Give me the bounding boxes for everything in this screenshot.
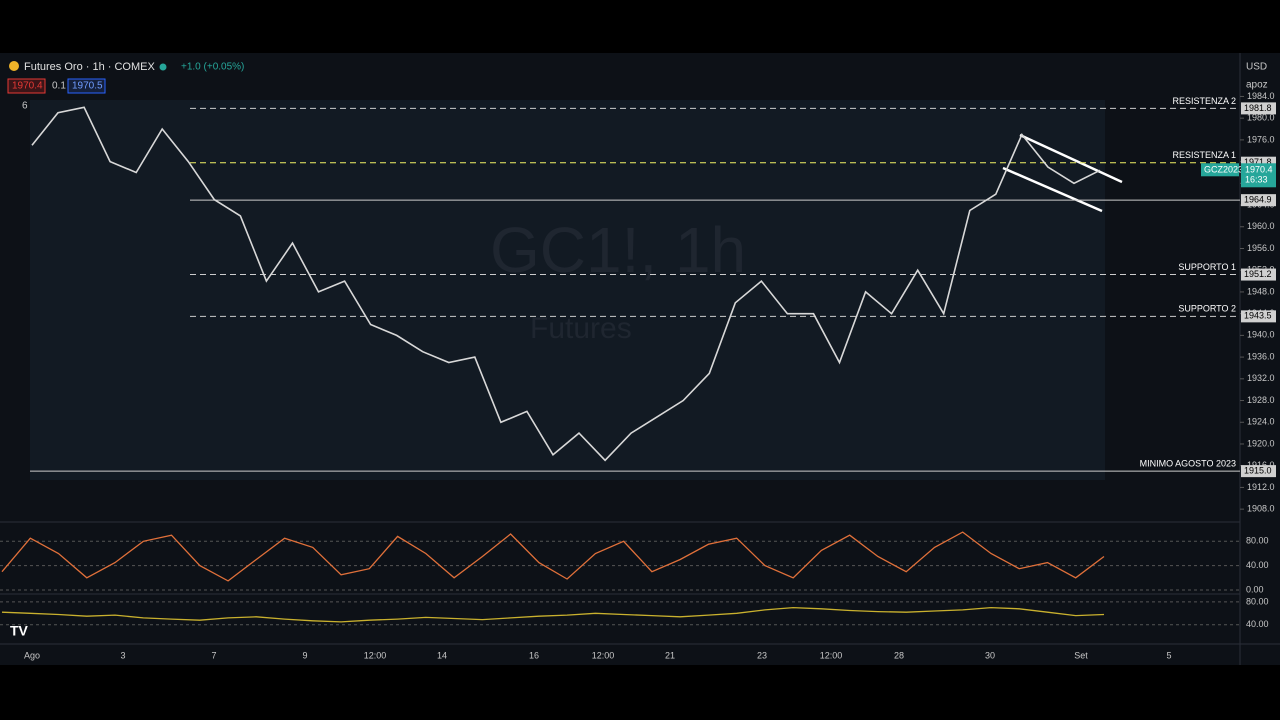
spread: 0.1 [52,81,66,92]
ask: 1970.5 [72,81,103,92]
y-tick-label: 1916.0 [1247,460,1275,470]
x-tick-label: 23 [757,650,767,660]
level-value: 1964.9 [1244,195,1272,205]
last-symbol: GCZ2023 [1204,165,1243,175]
bid: 1970.4 [12,81,43,92]
watermark-symbol: GC1!, 1h [490,214,746,286]
x-tick-label: 5 [1166,650,1171,660]
ask-box[interactable] [67,78,106,94]
x-tick-label: 16 [529,650,539,660]
level-tag [1241,268,1276,281]
profile-zone [30,100,1105,480]
status-dot [159,63,167,71]
channel-line [1019,133,1123,184]
x-tick-label: 12:00 [364,650,387,660]
y-tick-label: 1956.0 [1247,243,1275,253]
x-tick-label: 28 [894,650,904,660]
y-tick-label: 1936.0 [1247,351,1275,361]
level-tag [1241,465,1276,478]
last-price-tag [1241,163,1276,188]
level-tag [1241,310,1276,323]
level-tag [1241,102,1276,115]
x-tick-label: 12:00 [592,650,615,660]
y-tick-label: 1976.0 [1247,134,1275,144]
x-tick-label: 21 [665,650,675,660]
y-tick-label: 1984.0 [1247,91,1275,101]
level-name: RESISTENZA 1 [1172,150,1236,160]
watermark-name: Futures [530,312,632,345]
symbol-icon [9,61,19,71]
x-tick-label: 12:00 [820,650,843,660]
symbol-title: Futures Oro · 1h · COMEX [24,61,155,73]
x-tick-label: 7 [211,650,216,660]
series-line [1,531,1105,582]
logo: TV [10,623,29,639]
x-tick-label: Set [1074,650,1088,660]
level-name: SUPPORTO 2 [1178,304,1236,314]
y-tick-label: 1920.0 [1247,438,1275,448]
channel-line [1002,166,1103,213]
x-tick-label: 9 [302,650,307,660]
x-tick-label: 30 [985,650,995,660]
indicator-count[interactable]: 6 [22,101,28,112]
scale-mode[interactable]: apoz [1246,80,1268,91]
last-price: 1970.4 [1245,165,1273,175]
y-tick-label: 40.00 [1246,560,1269,570]
y-tick-label: 1924.0 [1247,417,1275,427]
series-line [1,606,1105,623]
y-tick-label: 1980.0 [1247,113,1275,123]
level-name: MINIMO AGOSTO 2023 [1140,459,1236,469]
level-value: 1943.5 [1244,311,1272,321]
level-value: 1971.8 [1244,157,1272,167]
y-tick-label: 80.00 [1246,596,1269,606]
last-symbol-tag [1201,163,1239,177]
price-change: +1.0 (+0.05%) [181,62,244,73]
y-tick-label: 1940.0 [1247,330,1275,340]
level-tag [1241,194,1276,207]
level-value: 1981.8 [1244,103,1272,113]
level-value: 1951.2 [1244,269,1272,279]
y-tick-label: 1948.0 [1247,286,1275,296]
y-tick-label: 1912.0 [1247,482,1275,492]
y-tick-label: 0.00 [1246,584,1264,594]
x-tick-label: 14 [437,650,447,660]
bid-box[interactable] [7,78,46,94]
y-tick-label: 1932.0 [1247,373,1275,383]
y-tick-label: 1908.0 [1247,504,1275,514]
x-tick-label: 3 [120,650,125,660]
y-tick-label: 80.00 [1246,536,1269,546]
x-tick-label: Ago [24,650,40,660]
series-line [31,106,1101,462]
level-name: SUPPORTO 1 [1178,262,1236,272]
y-tick-label: 1960.0 [1247,221,1275,231]
y-tick-label: 40.00 [1246,619,1269,629]
countdown: 16:33 [1245,175,1268,185]
currency[interactable]: USD [1246,62,1267,73]
level-name: RESISTENZA 2 [1172,96,1236,106]
level-value: 1915.0 [1244,466,1272,476]
y-tick-label: 1928.0 [1247,395,1275,405]
